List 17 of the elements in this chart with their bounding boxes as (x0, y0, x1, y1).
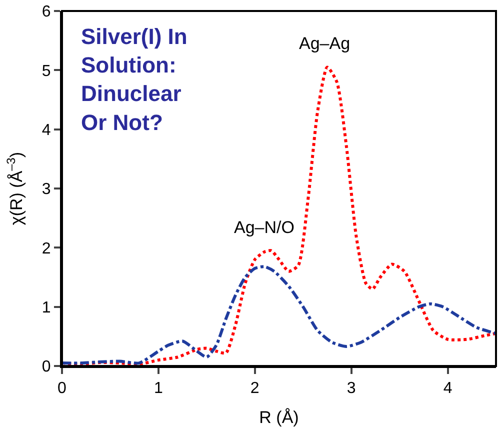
y-tick-label: 6 (42, 4, 51, 21)
y-tick-label: 4 (42, 122, 51, 139)
x-axis-title: R (Å) (259, 408, 299, 428)
y-tick-label: 1 (42, 299, 51, 316)
annotation: Silver(I) In Solution: Dinuclear Or Not? (81, 24, 188, 135)
y-tick-label: 5 (42, 62, 51, 80)
annotation: Ag–Ag (299, 34, 350, 53)
x-tick-label: 1 (154, 380, 163, 398)
line-series (62, 265, 496, 365)
x-tick-label: 0 (58, 380, 67, 398)
x-tick-label: 3 (346, 380, 356, 398)
x-tick-label: 2 (250, 380, 260, 398)
x-tick-label: 4 (443, 380, 452, 398)
y-tick-label: 3 (42, 181, 51, 198)
annotation: Ag–N/O (234, 218, 294, 237)
y-tick-label: 2 (42, 240, 51, 258)
y-tick-label: 0 (42, 358, 51, 376)
